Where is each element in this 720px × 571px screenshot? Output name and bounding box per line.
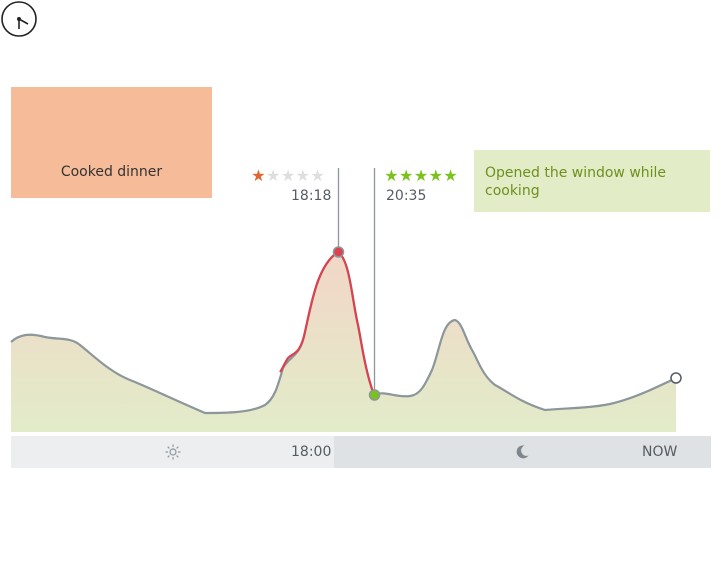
- star-icon: ★: [428, 166, 443, 185]
- event-card[interactable]: [11, 87, 212, 198]
- star-icon: ★: [251, 166, 266, 185]
- star-icon: ★: [266, 166, 281, 185]
- chart-area-fill: [11, 252, 676, 432]
- star-icon: ★: [280, 166, 296, 185]
- timeline-day-segment[interactable]: [11, 436, 334, 468]
- now-point[interactable]: [670, 372, 682, 384]
- marker-point-2035[interactable]: [368, 389, 381, 401]
- clock-icon: [1, 1, 37, 37]
- timeline-night-segment[interactable]: [334, 436, 711, 468]
- timeline-now-label[interactable]: NOW: [642, 444, 678, 460]
- star-icon: ★: [399, 166, 414, 185]
- timeline-time-label: 18:00: [291, 444, 332, 460]
- marker-point-1818[interactable]: [332, 246, 345, 258]
- sun-icon: [165, 444, 181, 460]
- rating-stars-1818: ★★★★★: [251, 168, 325, 184]
- star-icon: ★: [413, 166, 429, 185]
- rating-stars-2035: ★★★★★: [384, 168, 458, 184]
- marker-time-2035: 20:35: [386, 188, 427, 204]
- note-text: Opened the window while cooking: [485, 165, 667, 199]
- event-label: Cooked dinner: [60, 164, 163, 180]
- marker-time-1818: 18:18: [291, 188, 332, 204]
- star-icon: ★: [295, 166, 310, 185]
- cooking-spike-line: [279, 250, 376, 396]
- moon-icon: [516, 445, 529, 459]
- star-icon: ★: [310, 166, 325, 185]
- star-icon: ★: [384, 166, 399, 185]
- star-icon: ★: [443, 166, 458, 185]
- note-card[interactable]: [474, 150, 710, 212]
